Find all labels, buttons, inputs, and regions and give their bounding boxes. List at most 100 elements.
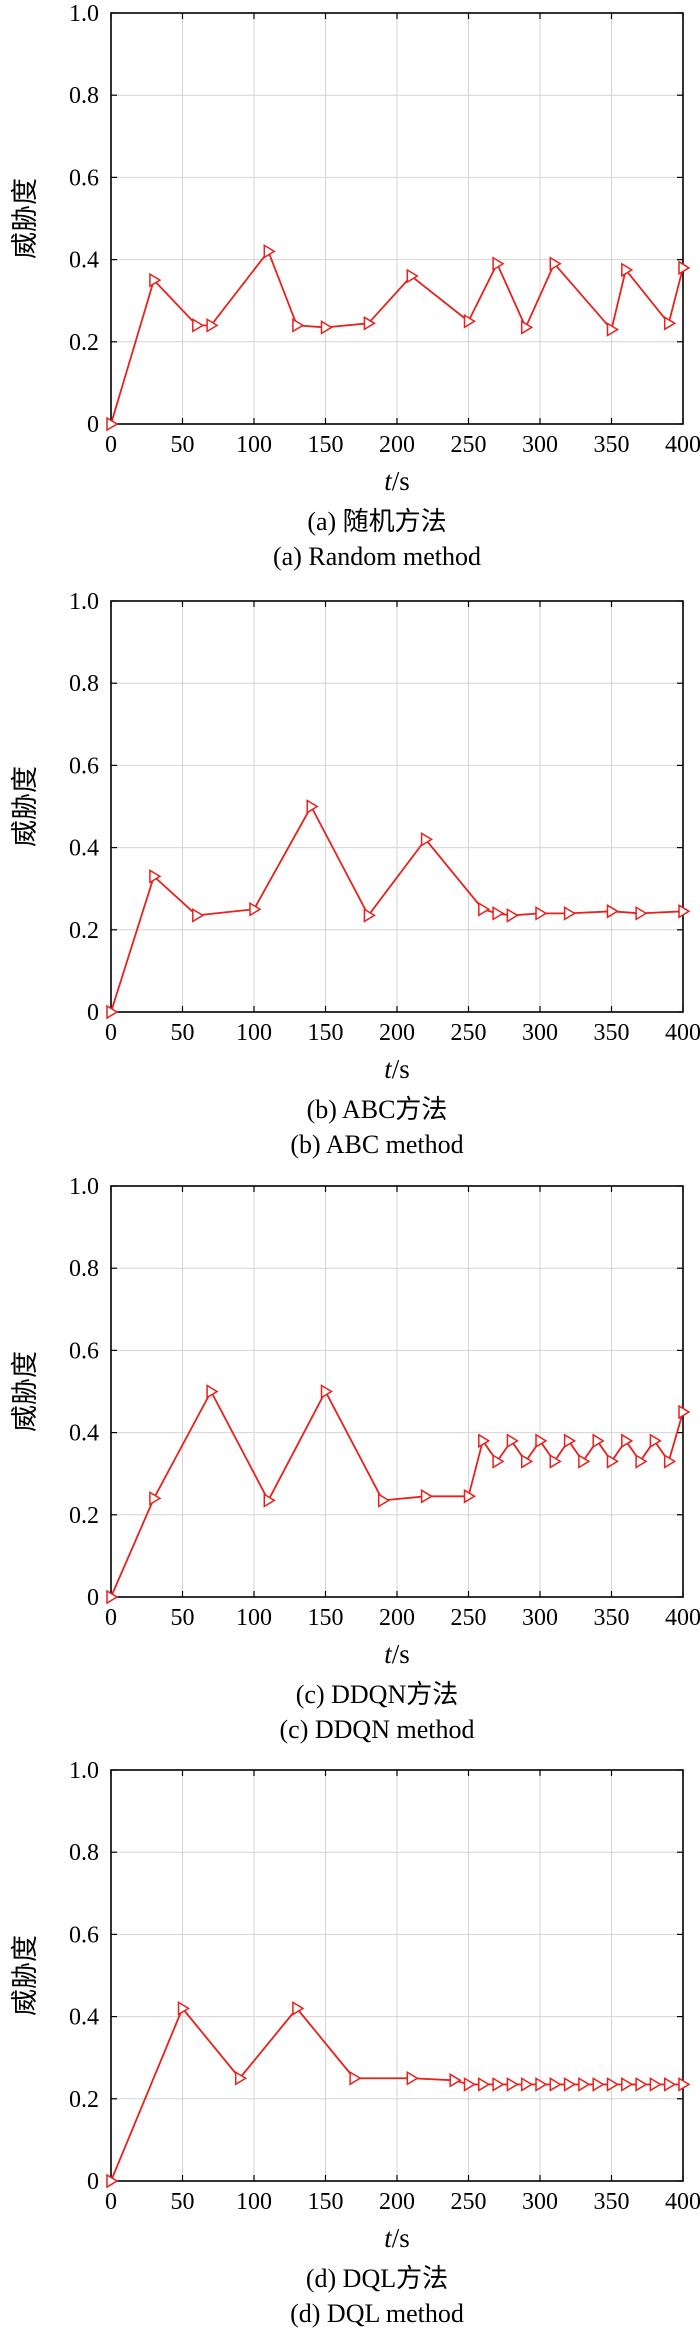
data-point-marker <box>106 1004 119 1020</box>
data-point-marker <box>463 2077 476 2092</box>
data-point-marker <box>563 1433 577 1449</box>
x-axis-label-var: t <box>384 1054 393 1084</box>
data-point-marker <box>621 2077 634 2092</box>
data-point-marker <box>478 901 491 917</box>
data-point-marker <box>478 1433 491 1449</box>
x-axis-label-var: t <box>384 1639 393 1669</box>
data-point-marker <box>678 903 691 919</box>
data-point-marker <box>635 906 648 921</box>
x-tick-label: 100 <box>236 1020 272 1046</box>
y-tick-label: 0 <box>87 412 99 438</box>
caption-chinese: (a) 随机方法 <box>307 507 446 536</box>
x-tick-label: 400 <box>665 432 700 458</box>
data-point-marker <box>520 1454 534 1469</box>
data-point-marker <box>492 906 505 921</box>
y-tick-label: 0.8 <box>69 1840 99 1866</box>
data-point-marker <box>249 901 262 917</box>
chart-panel-4: 0 50 100 150 200 250 300 350 400 0 0.2 0.4 0.6 0.8 1.0… <box>10 1758 700 2328</box>
data-point-marker <box>649 2077 662 2092</box>
x-tick-label: 200 <box>379 2189 415 2215</box>
data-point-marker <box>535 2077 548 2092</box>
data-point-marker <box>192 318 205 333</box>
y-tick-label: 0.6 <box>69 1338 99 1364</box>
x-tick-label: 200 <box>379 1020 415 1046</box>
data-point-marker <box>506 2077 519 2092</box>
x-tick-label: 300 <box>522 2189 558 2215</box>
x-tick-label: 100 <box>236 432 272 458</box>
data-point-marker <box>663 315 677 331</box>
data-point-marker <box>563 906 577 921</box>
x-tick-label: 300 <box>522 432 558 458</box>
data-point-marker <box>206 1384 219 1399</box>
y-tick-label: 0.2 <box>69 2087 99 2113</box>
data-point-marker <box>492 256 505 272</box>
data-point-marker <box>420 832 434 847</box>
data-point-marker <box>549 256 562 272</box>
data-point-marker <box>449 2072 462 2088</box>
x-tick-label: 350 <box>594 2189 630 2215</box>
data-point-marker <box>149 272 162 288</box>
data-point-marker <box>306 799 319 814</box>
y-tick-label: 0.6 <box>69 753 99 779</box>
y-tick-label: 0.8 <box>69 671 99 697</box>
data-point-marker <box>520 320 534 335</box>
y-tick-label: 0.8 <box>69 83 99 109</box>
y-tick-label: 0.4 <box>69 836 99 862</box>
data-point-marker <box>535 1433 548 1449</box>
y-tick-label: 0.6 <box>69 1922 99 1948</box>
y-tick-label: 0 <box>87 1000 99 1026</box>
data-point-marker <box>549 2077 562 2092</box>
chart-panel-3: 0 50 100 150 200 250 300 350 400 0 0.2 0.4 0.6 0.8 1.0… <box>10 1174 700 1744</box>
caption-chinese: (b) ABC方法 <box>307 1095 448 1124</box>
data-point-marker <box>149 869 162 884</box>
caption-english: (d) DQL method <box>290 2299 464 2328</box>
x-tick-label: 0 <box>105 432 117 458</box>
data-point-marker <box>606 1454 619 1469</box>
data-point-marker <box>606 903 619 919</box>
data-point-marker <box>578 2077 591 2092</box>
x-tick-label: 250 <box>451 1020 487 1046</box>
data-point-marker <box>106 1589 119 1605</box>
data-point-marker <box>649 1433 662 1449</box>
y-tick-label: 1.0 <box>69 1174 99 1200</box>
data-point-marker <box>234 2070 248 2086</box>
x-axis-label: t/s <box>384 2223 410 2253</box>
x-axis-label: t/s <box>384 1639 410 1669</box>
x-tick-label: 400 <box>665 1605 700 1631</box>
caption-english: (b) ABC method <box>290 1130 463 1159</box>
data-point-marker <box>506 1433 519 1449</box>
caption-chinese: (c) DDQN方法 <box>296 1680 458 1709</box>
x-tick-label: 50 <box>171 432 195 458</box>
y-tick-label: 1.0 <box>69 1 99 27</box>
data-point-marker <box>106 416 119 432</box>
data-point-marker <box>492 2077 505 2092</box>
data-point-marker <box>320 320 333 335</box>
x-axis-label-unit: /s <box>392 1639 410 1669</box>
y-tick-label: 1.0 <box>69 589 99 615</box>
x-tick-label: 50 <box>171 2189 195 2215</box>
data-point-marker <box>349 2070 362 2086</box>
x-tick-label: 100 <box>236 2189 272 2215</box>
x-tick-label: 100 <box>236 1605 272 1631</box>
data-point-marker <box>406 2070 419 2086</box>
x-tick-label: 350 <box>594 1605 630 1631</box>
caption-english: (a) Random method <box>273 542 481 571</box>
data-point-marker <box>549 1454 562 1469</box>
data-point-marker <box>635 1454 648 1469</box>
x-tick-label: 200 <box>379 432 415 458</box>
x-tick-label: 250 <box>451 2189 487 2215</box>
data-point-marker <box>377 1493 391 1508</box>
y-tick-label: 1.0 <box>69 1758 99 1784</box>
data-point-marker <box>320 1384 333 1399</box>
data-point-marker <box>149 1491 162 1506</box>
x-axis-label-var: t <box>384 2223 393 2253</box>
y-tick-label: 0 <box>87 2169 99 2195</box>
chart-panel-1: 0 50 100 150 200 250 300 350 400 0 0.2 0.4 0.6 0.8 1.0… <box>10 1 700 571</box>
x-tick-label: 0 <box>105 2189 117 2215</box>
x-axis-label-unit: /s <box>392 1054 410 1084</box>
y-tick-label: 0.2 <box>69 330 99 356</box>
x-tick-label: 400 <box>665 1020 700 1046</box>
data-point-marker <box>635 2077 648 2092</box>
x-tick-label: 0 <box>105 1020 117 1046</box>
data-point-marker <box>192 908 205 923</box>
